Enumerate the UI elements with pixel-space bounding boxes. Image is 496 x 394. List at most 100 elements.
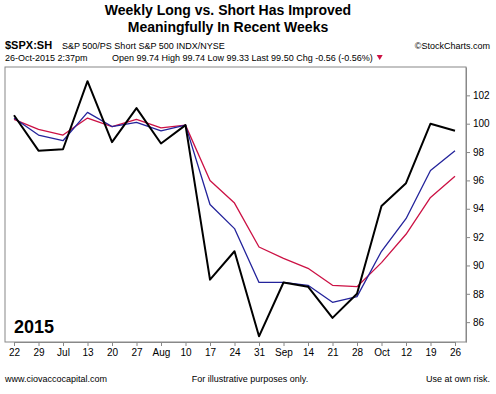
x-tick-mark (63, 342, 64, 346)
x-tick-mark (88, 342, 89, 346)
x-tick-mark (161, 342, 162, 346)
y-tick-mark (466, 95, 470, 96)
y-tick-label: 98 (473, 147, 485, 158)
x-tick: 12 (401, 342, 413, 358)
series-line (14, 112, 455, 302)
x-tick: Aug (153, 342, 171, 358)
x-tick-mark (210, 342, 211, 346)
x-tick-label: 12 (401, 347, 413, 358)
x-tick-label: 10 (180, 347, 192, 358)
annotation: 2015 (14, 317, 54, 337)
x-tick: 10 (180, 342, 192, 358)
y-tick-label: 92 (473, 232, 485, 243)
x-tick: Oct (374, 342, 390, 358)
x-tick-mark (137, 342, 138, 346)
footer-text: For illustrative purposes only. (192, 374, 308, 384)
series-line (14, 81, 455, 336)
x-tick: 17 (205, 342, 217, 358)
x-tick-label: 27 (131, 347, 143, 358)
title: Weekly Long vs. Short Has Improved (105, 2, 351, 18)
y-tick-mark (466, 237, 470, 238)
x-tick: 19 (425, 342, 437, 358)
chart: Weekly Long vs. Short Has ImprovedMeanin… (0, 0, 496, 394)
x-tick-mark (406, 342, 407, 346)
series-line (14, 118, 455, 287)
x-tick-label: Jul (57, 347, 70, 358)
x-tick: 21 (327, 342, 339, 358)
x-tick: 28 (352, 342, 364, 358)
x-tick-label: 22 (9, 347, 21, 358)
x-tick-label: 31 (254, 347, 266, 358)
y-tick-mark (466, 124, 470, 125)
x-tick: 27 (131, 342, 143, 358)
y-tick-mark (466, 265, 470, 266)
x-tick-mark (14, 342, 15, 346)
x-tick: 29 (33, 342, 45, 358)
x-tick-label: 21 (327, 347, 339, 358)
y-tick: 94 (466, 203, 485, 214)
x-tick: 24 (229, 342, 241, 358)
x-tick-mark (333, 342, 334, 346)
footer-text: Use at own risk. (426, 374, 490, 384)
y-axis: 86 88 90 92 94 96 98 100 102 (466, 68, 490, 343)
x-tick-mark (357, 342, 358, 346)
y-tick: 102 (466, 90, 490, 101)
y-tick: 90 (466, 260, 485, 271)
y-tick-mark (466, 152, 470, 153)
x-tick-mark (39, 342, 40, 346)
x-tick-label: 24 (229, 347, 241, 358)
x-tick: Sep (275, 342, 293, 358)
x-tick-label: Sep (275, 347, 293, 358)
x-axis: 22 29 Jul 13 20 27 Aug 10 17 24 31 Sep 14 21 28 Oct 12 19… (9, 342, 462, 358)
y-tick-label: 88 (473, 289, 485, 300)
x-tick-label: 14 (303, 347, 315, 358)
x-tick: 26 (450, 342, 462, 358)
x-tick-mark (308, 342, 309, 346)
quote: Open 99.74 High 99.74 Low 99.33 Last 99.… (112, 53, 373, 63)
x-tick-mark (186, 342, 187, 346)
x-tick-mark (235, 342, 236, 346)
y-tick-label: 96 (473, 175, 485, 186)
x-tick-label: 29 (33, 347, 45, 358)
series-group (14, 81, 455, 336)
y-axis-line (466, 68, 467, 343)
y-tick-label: 86 (473, 317, 485, 328)
x-tick: 14 (303, 342, 315, 358)
x-tick: 31 (254, 342, 266, 358)
x-tick-label: 13 (82, 347, 94, 358)
x-tick-mark (431, 342, 432, 346)
subtitle: Meaningfully In Recent Weeks (128, 19, 329, 35)
description: S&P 500/PS Short S&P 500 INDX/NYSE (62, 41, 225, 51)
x-tick: Jul (57, 342, 70, 358)
y-tick-label: 102 (473, 90, 490, 101)
y-tick: 92 (466, 232, 485, 243)
x-tick-mark (455, 342, 456, 346)
x-tick-mark (259, 342, 260, 346)
x-tick-label: 19 (425, 347, 437, 358)
x-tick: 22 (9, 342, 21, 358)
y-tick-mark (466, 294, 470, 295)
x-tick-label: Aug (153, 347, 171, 358)
x-tick-label: 26 (450, 347, 462, 358)
x-tick: 20 (107, 342, 119, 358)
y-tick-mark (466, 180, 470, 181)
x-tick-label: 20 (107, 347, 119, 358)
y-tick: 96 (466, 175, 485, 186)
y-tick-label: 94 (473, 203, 485, 214)
x-tick-mark (382, 342, 383, 346)
x-tick-label: 17 (205, 347, 217, 358)
y-tick: 86 (466, 317, 485, 328)
x-tick-mark (112, 342, 113, 346)
y-tick-mark (466, 322, 470, 323)
y-tick: 100 (466, 118, 490, 129)
y-tick: 98 (466, 147, 485, 158)
y-tick-label: 100 (473, 118, 490, 129)
date: 26-Oct-2015 2:37pm (5, 53, 88, 63)
y-tick: 88 (466, 289, 485, 300)
y-tick-mark (466, 209, 470, 210)
x-tick-mark (284, 342, 285, 346)
footer-text: www.ciovaccocapital.com (4, 374, 107, 384)
y-tick-label: 90 (473, 260, 485, 271)
x-tick-label: Oct (374, 347, 390, 358)
x-tick-label: 28 (352, 347, 364, 358)
